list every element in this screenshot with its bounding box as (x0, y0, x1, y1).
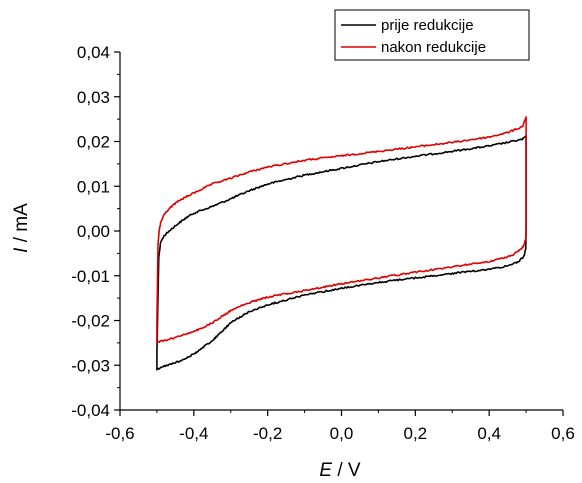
legend-label-prije-redukcije: prije redukcije (381, 17, 474, 34)
y-tick-label: 0,00 (77, 222, 110, 241)
x-tick-label: 0,6 (551, 424, 575, 443)
series-line-prije-redukcije (156, 135, 527, 371)
y-tick-label: -0,01 (71, 267, 110, 286)
x-tick-label: 0,2 (404, 424, 428, 443)
x-tick-label: -0,2 (253, 424, 282, 443)
axes-layer: -0,6 -0,4 -0,2 0,0 0,2 0,4 0,6 -0,04 -0,03 -0,02 -… (71, 43, 575, 443)
y-tick-label: -0,02 (71, 312, 110, 331)
x-tick-label: -0,6 (105, 424, 134, 443)
x-tick-label: -0,4 (179, 424, 208, 443)
x-axis-variable: E (319, 460, 332, 481)
y-axis-variable: I (11, 247, 32, 253)
series-layer (156, 116, 527, 371)
y-tick-label: 0,04 (77, 43, 110, 62)
y-tick-label: 0,01 (77, 177, 110, 196)
y-axis-title: I / mA (11, 203, 32, 253)
x-tick-label: 0,0 (330, 424, 354, 443)
y-tick-label: 0,03 (77, 88, 110, 107)
x-axis-title: E / V (319, 460, 361, 481)
legend-box (334, 9, 530, 61)
y-tick-label: -0,04 (71, 401, 110, 420)
y-tick-label: -0,03 (71, 356, 110, 375)
series-line-nakon-redukcije (156, 116, 527, 344)
x-axis-unit: / V (332, 460, 361, 481)
y-tick-label: 0,02 (77, 133, 110, 152)
legend: prije redukcije nakon redukcije (334, 9, 530, 61)
legend-label-nakon-redukcije: nakon redukcije (381, 39, 486, 56)
x-tick-label: 0,4 (477, 424, 501, 443)
y-axis-unit: / mA (11, 203, 32, 248)
